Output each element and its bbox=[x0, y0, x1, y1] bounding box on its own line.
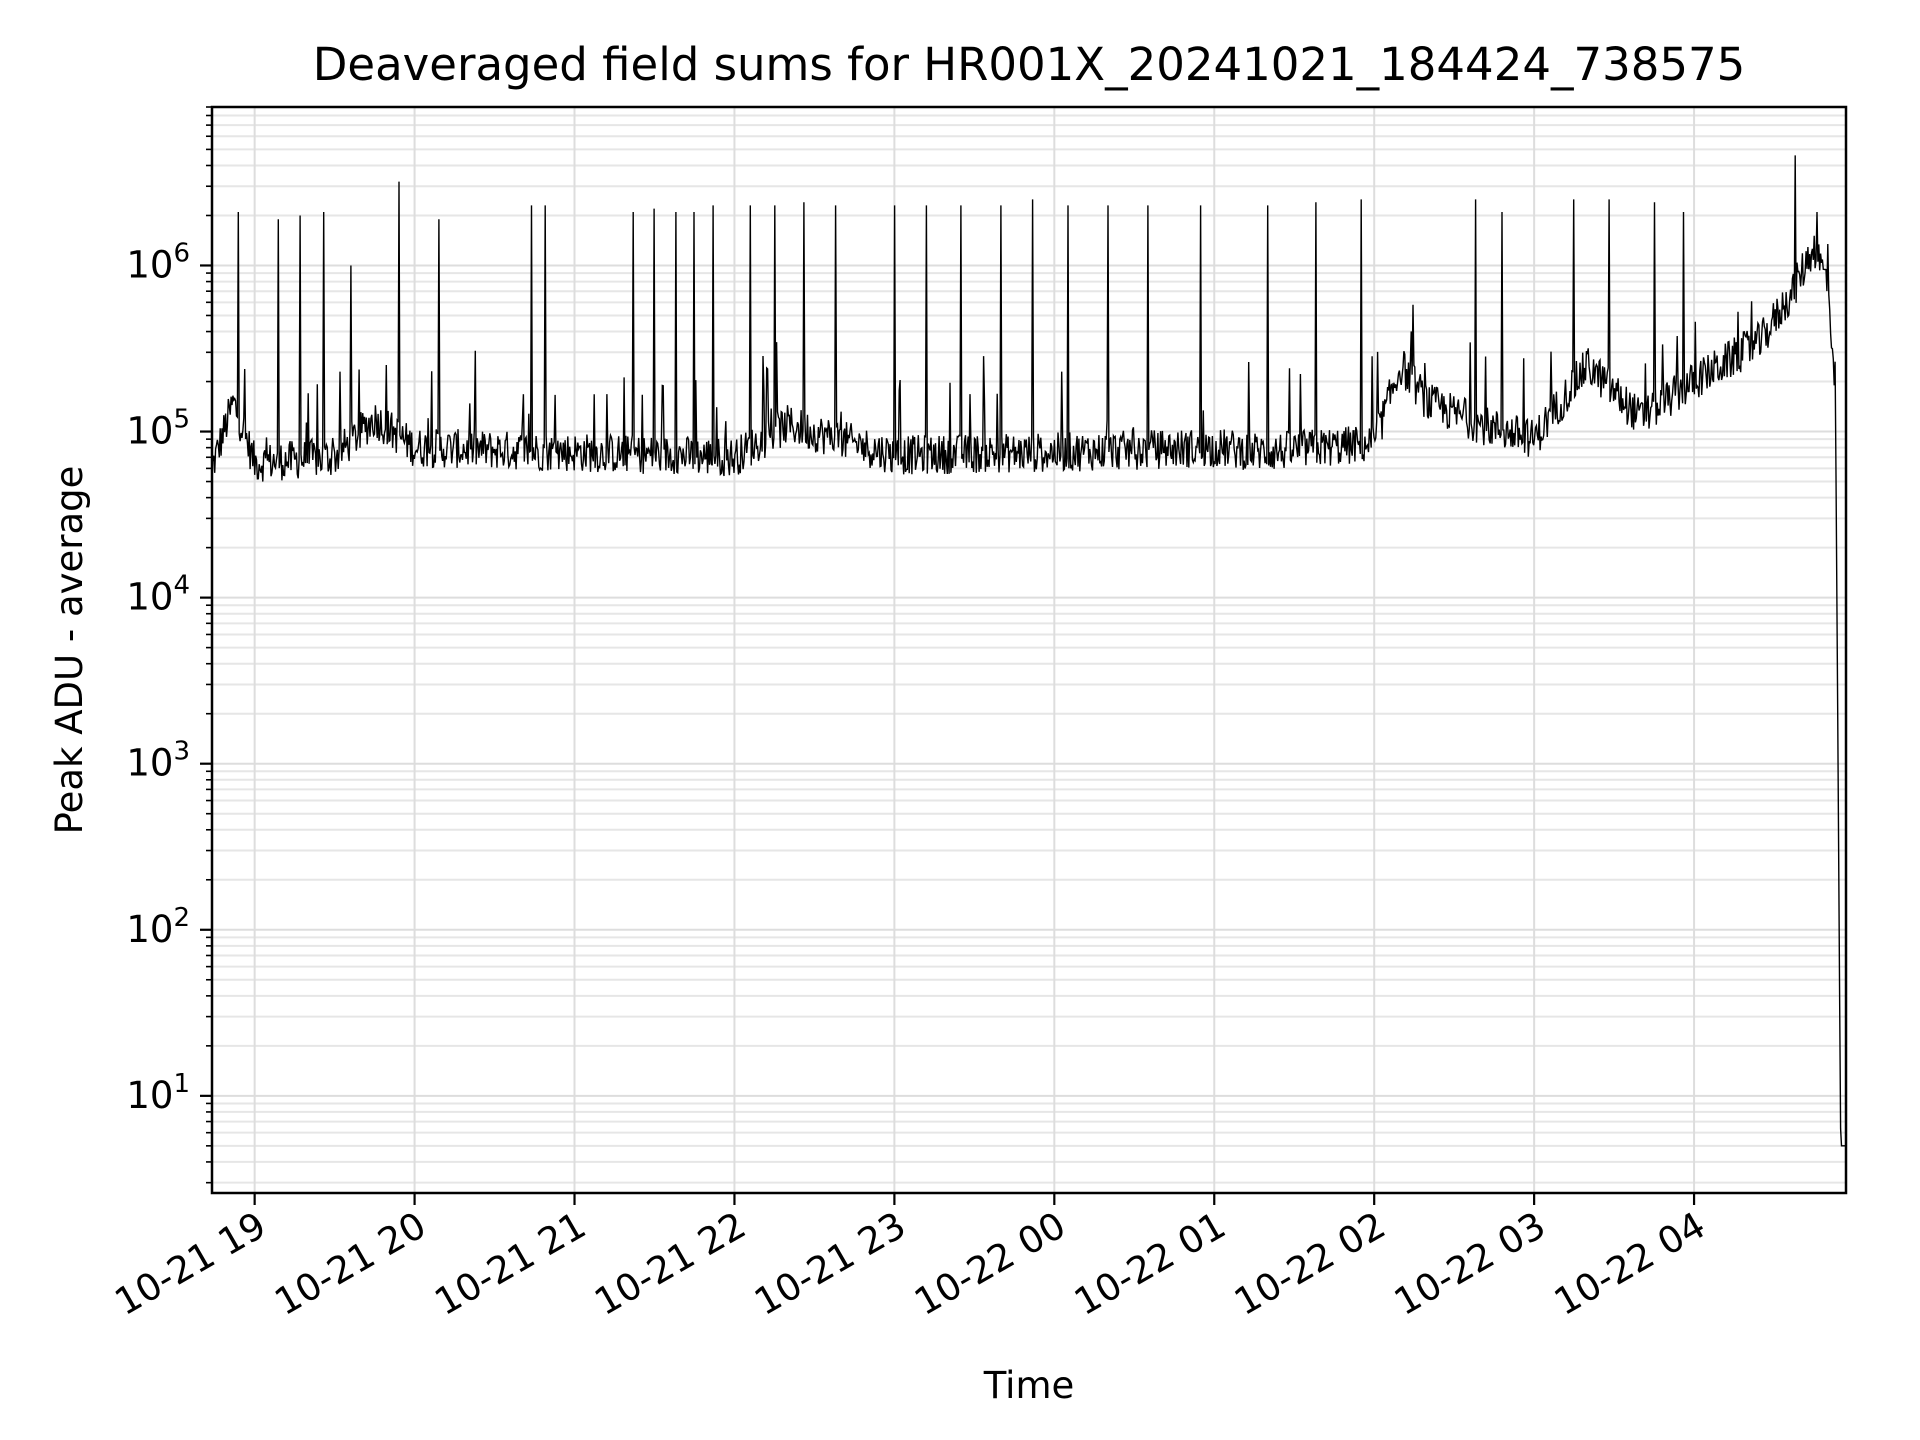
series-line bbox=[211, 155, 1846, 1147]
y-tick-label: 101 bbox=[126, 1069, 190, 1117]
chart-title: Deaveraged field sums for HR001X_2024102… bbox=[313, 38, 1746, 91]
plot-frame bbox=[210, 105, 1848, 1195]
axis-ticks bbox=[200, 106, 1696, 1205]
y-axis-label: Peak ADU - average bbox=[48, 466, 91, 835]
y-tick-label: 106 bbox=[126, 238, 190, 286]
x-axis-label: Time bbox=[983, 1364, 1075, 1407]
y-tick-label: 102 bbox=[126, 903, 190, 951]
y-tick-label: 104 bbox=[126, 571, 190, 619]
series-layer bbox=[211, 155, 1846, 1147]
y-tick-label: 105 bbox=[126, 405, 190, 453]
y-tick-label: 103 bbox=[126, 737, 190, 785]
y-tick-labels: 101 102 103 104 105 106 bbox=[126, 238, 190, 1116]
